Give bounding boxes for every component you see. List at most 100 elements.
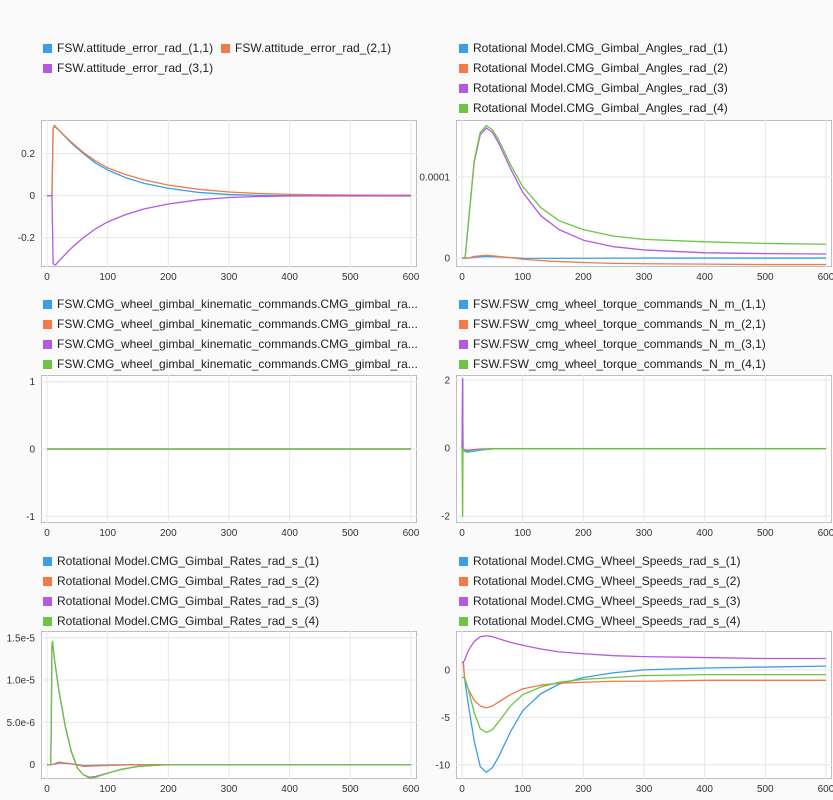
legend-swatch	[459, 616, 468, 626]
legend-item[interactable]: FSW.FSW_cmg_wheel_torque_commands_N_m_(2…	[459, 316, 766, 332]
legend-label: FSW.attitude_error_rad_(2,1)	[235, 41, 392, 55]
x-tick-label: 0	[44, 784, 50, 795]
legend-label: FSW.CMG_wheel_gimbal_kinematic_commands.…	[57, 317, 418, 331]
legend-item[interactable]: FSW.CMG_wheel_gimbal_kinematic_commands.…	[43, 296, 418, 312]
x-tick-label: 500	[757, 528, 774, 539]
legend-item[interactable]: Rotational Model.CMG_Wheel_Speeds_rad_s_…	[459, 593, 740, 609]
legend-item[interactable]: Rotational Model.CMG_Gimbal_Rates_rad_s_…	[43, 573, 319, 589]
x-tick-label: 300	[221, 272, 238, 283]
legend-label: Rotational Model.CMG_Gimbal_Rates_rad_s_…	[57, 554, 320, 568]
y-tick-label: 1.5e-5	[7, 633, 36, 644]
x-tick-label: 500	[757, 784, 774, 795]
legend-gimbal-rates: Rotational Model.CMG_Gimbal_Rates_rad_s_…	[40, 553, 420, 633]
y-tick-label: 2	[444, 376, 450, 387]
legend-label: Rotational Model.CMG_Gimbal_Rates_rad_s_…	[57, 594, 320, 608]
legend-swatch	[459, 576, 468, 586]
legend-item[interactable]: Rotational Model.CMG_Wheel_Speeds_rad_s_…	[459, 553, 740, 569]
x-tick-label: 100	[514, 528, 531, 539]
legend-item[interactable]: FSW.CMG_wheel_gimbal_kinematic_commands.…	[43, 336, 418, 352]
legend-label: Rotational Model.CMG_Gimbal_Angles_rad_(…	[473, 81, 728, 95]
series-line	[47, 124, 411, 197]
legend-swatch	[459, 319, 468, 329]
legend-label: FSW.CMG_wheel_gimbal_kinematic_commands.…	[57, 297, 418, 311]
x-tick-label: 0	[44, 272, 50, 283]
legend-label: FSW.attitude_error_rad_(3,1)	[57, 61, 214, 75]
legend-gimbal-angles: Rotational Model.CMG_Gimbal_Angles_rad_(…	[455, 40, 833, 120]
legend-label: Rotational Model.CMG_Wheel_Speeds_rad_s_…	[473, 594, 741, 608]
legend-item[interactable]: Rotational Model.CMG_Gimbal_Angles_rad_(…	[459, 60, 728, 76]
y-tick-label: 0	[29, 191, 35, 202]
legend-wheel-speeds: Rotational Model.CMG_Wheel_Speeds_rad_s_…	[455, 553, 833, 633]
legend-item[interactable]: FSW.FSW_cmg_wheel_torque_commands_N_m_(1…	[459, 296, 766, 312]
y-tick-label: 0	[29, 445, 35, 456]
legend-swatch	[459, 556, 468, 566]
y-tick-label: -0.2	[18, 233, 36, 244]
legend-item[interactable]: Rotational Model.CMG_Gimbal_Rates_rad_s_…	[43, 593, 319, 609]
legend-item[interactable]: Rotational Model.CMG_Gimbal_Rates_rad_s_…	[43, 553, 319, 569]
x-tick-label: 200	[160, 784, 177, 795]
y-tick-label: 5.0e-6	[7, 718, 36, 729]
legend-label: Rotational Model.CMG_Gimbal_Rates_rad_s_…	[57, 614, 320, 628]
y-tick-label: 0.0001	[419, 172, 450, 183]
legend-label: Rotational Model.CMG_Gimbal_Angles_rad_(…	[473, 101, 728, 115]
legend-label: Rotational Model.CMG_Gimbal_Angles_rad_(…	[473, 41, 728, 55]
x-tick-label: 200	[160, 272, 177, 283]
x-tick-label: 0	[44, 528, 50, 539]
legend-swatch	[43, 319, 52, 329]
legend-item[interactable]: FSW.attitude_error_rad_(3,1)	[43, 60, 213, 76]
legend-item[interactable]: FSW.FSW_cmg_wheel_torque_commands_N_m_(3…	[459, 336, 766, 352]
legend-item[interactable]: Rotational Model.CMG_Gimbal_Angles_rad_(…	[459, 40, 728, 56]
y-tick-label: -1	[26, 512, 35, 523]
y-tick-label: 0	[444, 665, 450, 676]
legend-swatch	[459, 299, 468, 309]
legend-swatch	[459, 359, 468, 369]
x-tick-label: 100	[514, 272, 531, 283]
legend-swatch	[43, 596, 52, 606]
x-tick-label: 500	[342, 784, 359, 795]
x-tick-label: 600	[818, 784, 833, 795]
legend-wheel-torque-commands: FSW.FSW_cmg_wheel_torque_commands_N_m_(1…	[455, 296, 833, 376]
legend-item[interactable]: Rotational Model.CMG_Gimbal_Rates_rad_s_…	[43, 613, 319, 629]
x-tick-label: 400	[696, 272, 713, 283]
series-line	[462, 255, 826, 260]
legend-item[interactable]: FSW.CMG_wheel_gimbal_kinematic_commands.…	[43, 316, 418, 332]
y-tick-label: 1	[29, 377, 35, 388]
legend-label: FSW.CMG_wheel_gimbal_kinematic_commands.…	[57, 357, 418, 371]
legend-swatch	[459, 103, 468, 113]
legend-swatch	[43, 43, 52, 53]
legend-attitude-error: FSW.attitude_error_rad_(1,1) FSW.attitud…	[40, 40, 420, 80]
legend-item[interactable]: FSW.FSW_cmg_wheel_torque_commands_N_m_(4…	[459, 356, 766, 372]
legend-item[interactable]: Rotational Model.CMG_Wheel_Speeds_rad_s_…	[459, 573, 740, 589]
series-line	[462, 125, 826, 259]
legend-swatch	[459, 43, 468, 53]
legend-label: FSW.FSW_cmg_wheel_torque_commands_N_m_(3…	[473, 337, 766, 351]
x-tick-label: 300	[636, 272, 653, 283]
y-tick-label: 0	[444, 254, 450, 265]
x-tick-label: 400	[281, 272, 298, 283]
y-tick-label: 1.0e-5	[7, 676, 36, 687]
legend-item[interactable]: FSW.attitude_error_rad_(1,1)	[43, 40, 213, 56]
x-tick-label: 500	[342, 272, 359, 283]
legend-swatch	[43, 556, 52, 566]
x-tick-label: 400	[281, 528, 298, 539]
legend-item[interactable]: FSW.attitude_error_rad_(2,1)	[221, 40, 391, 56]
y-tick-label: -2	[441, 512, 450, 523]
legend-item[interactable]: FSW.CMG_wheel_gimbal_kinematic_commands.…	[43, 356, 418, 372]
series-line	[462, 661, 826, 774]
x-tick-label: 400	[696, 528, 713, 539]
legend-label: Rotational Model.CMG_Wheel_Speeds_rad_s_…	[473, 554, 741, 568]
legend-item[interactable]: Rotational Model.CMG_Gimbal_Angles_rad_(…	[459, 80, 728, 96]
legend-item[interactable]: Rotational Model.CMG_Wheel_Speeds_rad_s_…	[459, 613, 740, 629]
legend-item[interactable]: Rotational Model.CMG_Gimbal_Angles_rad_(…	[459, 100, 728, 116]
legend-swatch	[43, 616, 52, 626]
legend-label: FSW.CMG_wheel_gimbal_kinematic_commands.…	[57, 337, 418, 351]
x-tick-label: 400	[281, 784, 298, 795]
x-tick-label: 300	[636, 528, 653, 539]
x-tick-label: 200	[575, 528, 592, 539]
x-tick-label: 200	[160, 528, 177, 539]
x-tick-label: 0	[459, 272, 465, 283]
x-tick-label: 0	[459, 784, 465, 795]
